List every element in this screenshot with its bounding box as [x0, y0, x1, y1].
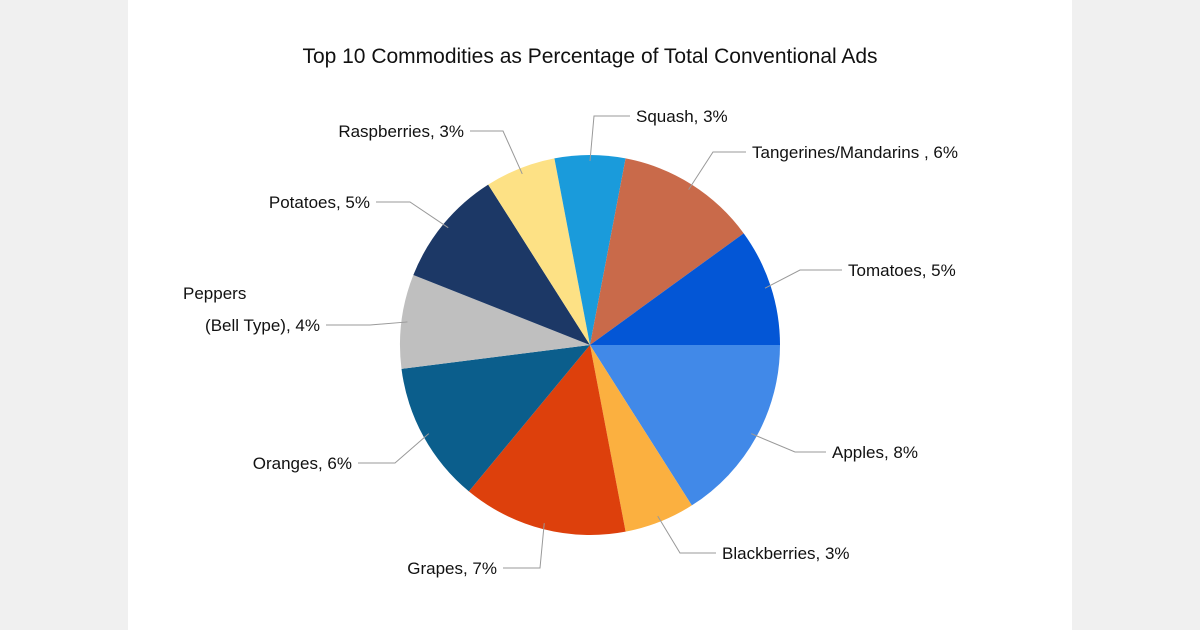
- pie-slice-tomatoes: [590, 233, 780, 345]
- leader-line: [358, 433, 430, 464]
- pie-slice-oranges: [401, 345, 590, 492]
- data-label: Tangerines/Mandarins , 6%: [752, 143, 958, 162]
- leader-line: [657, 515, 716, 554]
- data-label: Blackberries, 3%: [722, 544, 850, 563]
- pie-slice-potatoes: [413, 184, 590, 345]
- data-label: Raspberries, 3%: [338, 122, 464, 141]
- data-label: (Bell Type), 4%: [205, 316, 320, 335]
- leader-line: [326, 321, 408, 326]
- leader-line: [751, 433, 826, 453]
- data-label: Peppers: [183, 284, 246, 303]
- pie-slice-tangerines-mandarins: [590, 158, 744, 345]
- chart-title: Top 10 Commodities as Percentage of Tota…: [302, 45, 877, 68]
- leader-line: [589, 115, 630, 162]
- pie-slice-peppers-bell-type-: [400, 275, 590, 369]
- data-label: Tomatoes, 5%: [848, 261, 956, 280]
- pie-slice-apples: [590, 345, 780, 506]
- pie-slice-grapes: [468, 345, 626, 535]
- pie-slice-blackberries: [590, 345, 692, 532]
- data-label: Grapes, 7%: [407, 559, 497, 578]
- pie-slice-squash: [554, 155, 626, 345]
- data-label: Apples, 8%: [832, 443, 918, 462]
- leader-line: [376, 201, 449, 229]
- pie-slice-raspberries: [488, 158, 590, 345]
- data-label: Squash, 3%: [636, 107, 728, 126]
- leader-line: [688, 151, 746, 190]
- data-label: Oranges, 6%: [253, 454, 352, 473]
- data-label: Potatoes, 5%: [269, 193, 370, 212]
- leader-line: [503, 523, 545, 569]
- leader-line: [764, 269, 842, 289]
- leader-line: [470, 130, 523, 175]
